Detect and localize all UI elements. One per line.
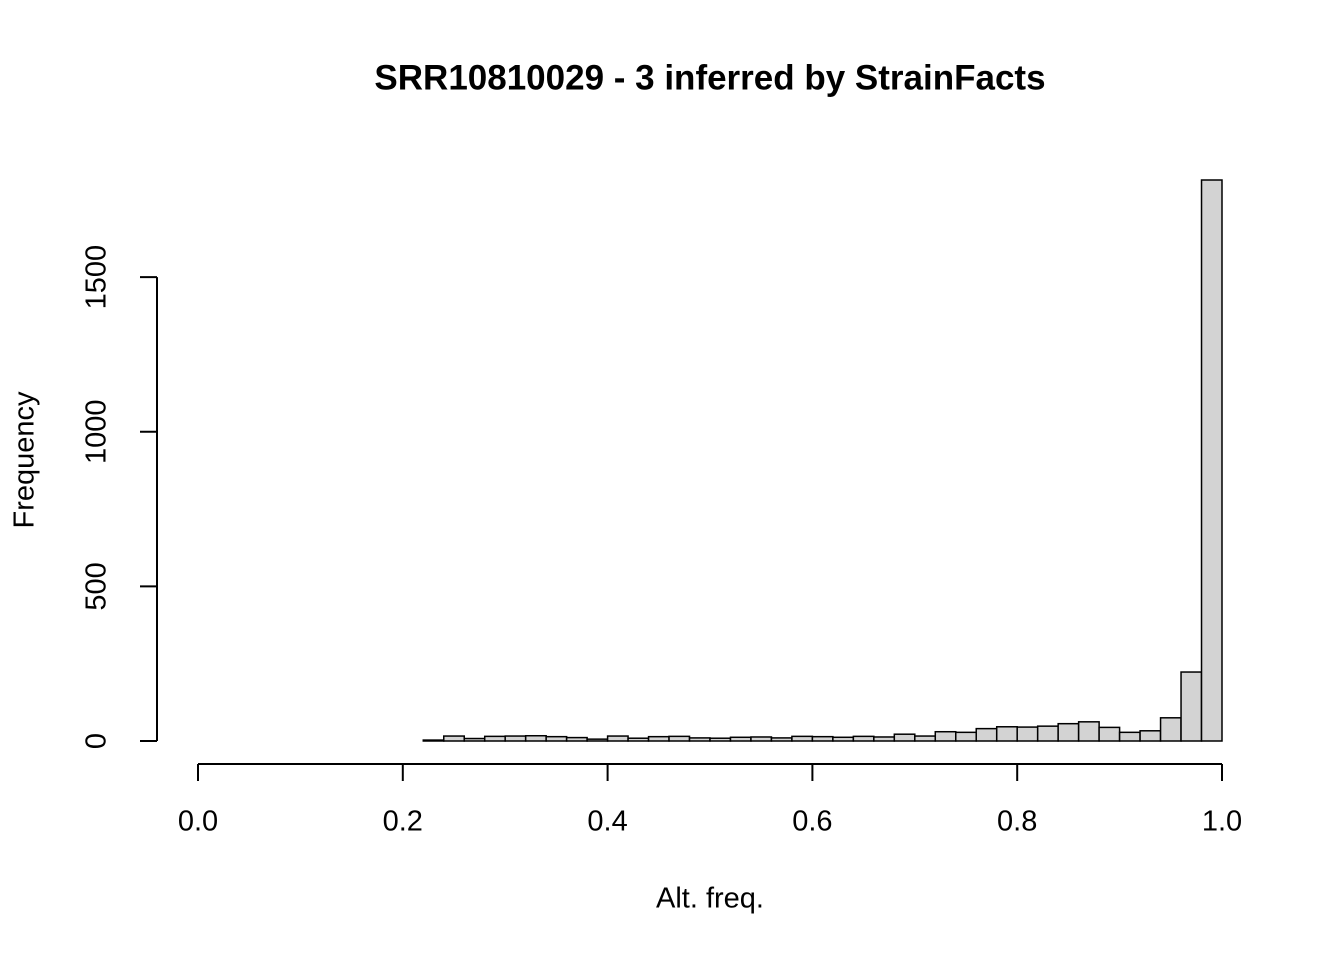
bar — [852, 735, 875, 742]
y-tick-label: 500 — [81, 562, 113, 610]
bar — [565, 736, 588, 742]
bar — [483, 735, 506, 742]
bar — [893, 733, 916, 742]
bar — [934, 730, 957, 742]
x-axis-label: Alt. freq. — [656, 883, 764, 915]
x-tick-label: 0.6 — [792, 806, 832, 838]
bar — [627, 737, 650, 742]
y-tick-label: 1000 — [81, 399, 113, 464]
bar — [1159, 717, 1182, 742]
bar — [709, 737, 732, 742]
x-tick-label: 1.0 — [1202, 806, 1242, 838]
y-axis-label: Frequency — [9, 391, 41, 529]
bar — [975, 727, 998, 742]
bar — [443, 735, 465, 742]
bar — [832, 736, 855, 742]
bar — [1016, 726, 1039, 742]
x-tick-label: 0.4 — [587, 806, 627, 838]
bar — [811, 735, 834, 742]
bar — [688, 737, 711, 742]
bar — [955, 731, 977, 742]
bar — [873, 736, 896, 742]
bar — [729, 736, 752, 742]
bar — [750, 736, 773, 742]
bar — [504, 735, 527, 742]
bar — [1036, 725, 1059, 742]
bar — [1200, 179, 1223, 742]
bar — [422, 739, 445, 742]
bar — [606, 735, 629, 742]
bar — [524, 734, 547, 742]
chart-title: SRR10810029 - 3 inferred by StrainFacts — [374, 58, 1045, 97]
bar — [463, 737, 486, 742]
bar — [1139, 730, 1162, 742]
bar — [1077, 721, 1100, 742]
x-tick-label: 0.0 — [178, 806, 218, 838]
x-tick-label: 0.8 — [997, 806, 1037, 838]
bar — [586, 738, 609, 742]
bar — [545, 735, 568, 742]
bar — [770, 737, 793, 742]
bar — [668, 735, 691, 742]
bar — [647, 735, 670, 742]
bar — [1118, 731, 1141, 742]
bar — [791, 735, 814, 742]
y-tick-label: 0 — [81, 733, 113, 749]
x-tick-label: 0.2 — [383, 806, 423, 838]
bar — [1098, 726, 1121, 742]
bar — [995, 726, 1018, 742]
bar — [1057, 722, 1080, 742]
y-tick-label: 1500 — [81, 245, 113, 310]
bar — [1180, 671, 1203, 742]
bar — [914, 735, 937, 742]
